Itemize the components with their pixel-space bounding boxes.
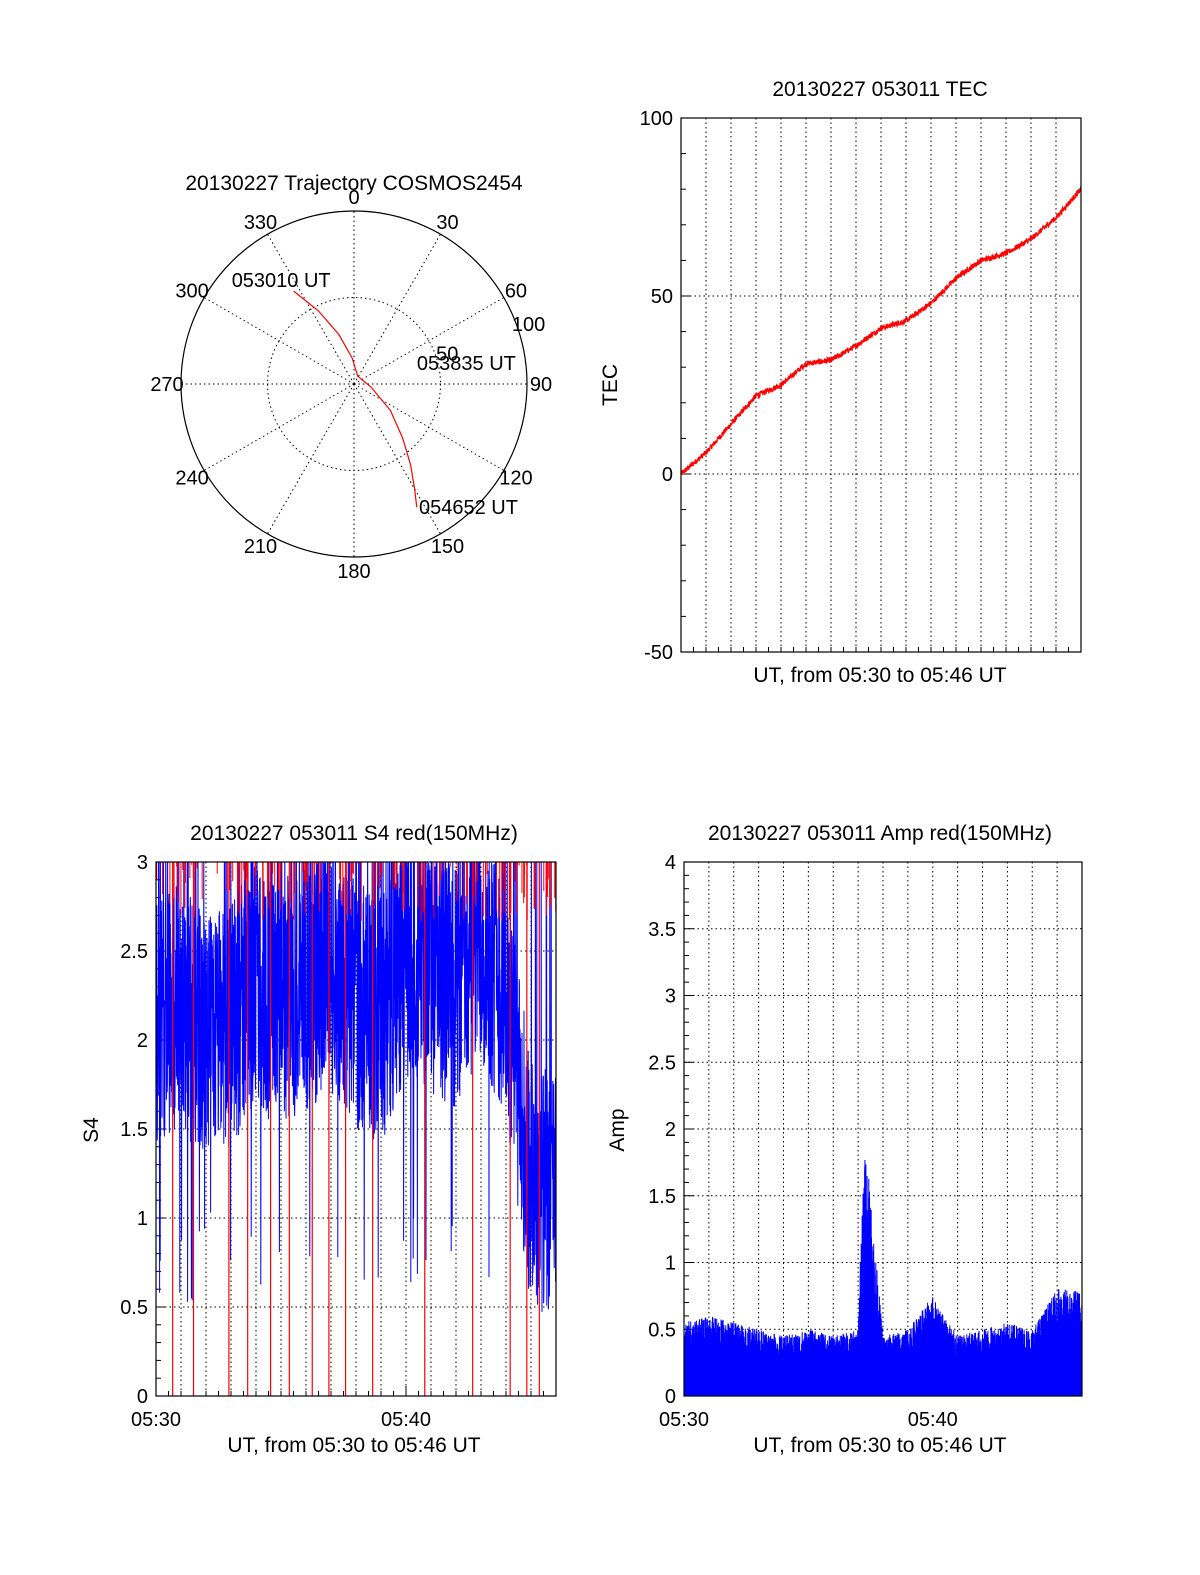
trajectory-time-label: 054652 UT [419, 497, 518, 519]
polar-spoke [267, 383, 355, 535]
polar-spoke [267, 233, 355, 385]
y-tick-label: 0 [665, 1386, 676, 1408]
s4-series-line [156, 862, 556, 1312]
s4-plot-frame [155, 861, 557, 1397]
polar-radial-label: 50 [436, 343, 458, 365]
x-tick-label: 05:40 [381, 1409, 431, 1431]
x-tick-label: 05:30 [131, 1409, 181, 1431]
s4-ylabel: S4 [80, 1117, 103, 1143]
polar-angle-label: 0 [348, 187, 359, 209]
s4-panel: 20130227 053011 S4 red(150MHz) UT, from … [80, 822, 557, 1457]
y-tick-label: 1.5 [648, 1186, 676, 1208]
tec-ylabel: TEC [599, 364, 622, 406]
y-tick-label: 2 [665, 1119, 676, 1141]
y-tick-label: 2.5 [120, 941, 148, 963]
polar-radial-label: 100 [512, 314, 545, 336]
y-tick-label: 1 [665, 1253, 676, 1275]
amp-ylabel: Amp [606, 1108, 629, 1151]
trajectory-time-label: 053835 UT [417, 353, 516, 375]
y-tick-label: 0.5 [648, 1319, 676, 1341]
amp-plot-frame [683, 861, 1083, 1397]
amp-series-line [684, 1159, 1082, 1396]
x-tick-label: 05:40 [908, 1409, 958, 1431]
tec-xlabel: UT, from 05:30 to 05:46 UT [753, 664, 1006, 687]
y-tick-label: 1.5 [120, 1119, 148, 1141]
polar-angle-label: 90 [530, 374, 552, 396]
y-tick-label: -50 [644, 642, 673, 664]
polar-angle-label: 180 [337, 561, 370, 583]
polar-angle-label: 60 [505, 281, 527, 303]
polar-angle-label: 30 [436, 212, 458, 234]
tec-series-line [681, 186, 1081, 475]
polar-spoke [353, 383, 505, 471]
x-tick-label: 05:30 [659, 1409, 709, 1431]
trajectory-panel: 20130227 Trajectory COSMOS2454 0 30 60 90 12… [150, 172, 552, 583]
polar-angle-label: 300 [175, 281, 208, 303]
y-tick-label: 2 [137, 1030, 148, 1052]
polar-outer-ring [180, 210, 528, 558]
y-tick-label: 100 [640, 108, 673, 130]
y-tick-label: 50 [651, 286, 673, 308]
polar-angle-label: 240 [175, 468, 208, 490]
s4-xlabel: UT, from 05:30 to 05:46 UT [227, 1434, 480, 1457]
polar-angle-label: 210 [244, 536, 277, 558]
s4-title: 20130227 053011 S4 red(150MHz) [190, 822, 518, 845]
polar-angle-label: 150 [431, 536, 464, 558]
tec-panel: 20130227 053011 TEC UT, from 05:30 to 05… [599, 78, 1082, 687]
polar-spoke [353, 383, 441, 535]
trajectory-time-label: 053010 UT [232, 270, 331, 292]
y-tick-label: 3 [665, 986, 676, 1008]
amp-panel: 20130227 053011 Amp red(150MHz) UT, from… [606, 822, 1083, 1457]
amp-title: 20130227 053011 Amp red(150MHz) [708, 822, 1052, 845]
tec-plot-frame [680, 117, 1082, 653]
polar-angle-label: 120 [499, 468, 532, 490]
y-tick-label: 1 [137, 1208, 148, 1230]
y-tick-label: 3 [137, 852, 148, 874]
y-tick-label: 0 [137, 1386, 148, 1408]
polar-spoke [203, 383, 355, 471]
polar-angle-label: 270 [150, 374, 183, 396]
y-tick-label: 3.5 [648, 919, 676, 941]
amp-xlabel: UT, from 05:30 to 05:46 UT [753, 1434, 1006, 1457]
polar-spoke [353, 233, 441, 385]
trajectory-title: 20130227 Trajectory COSMOS2454 [185, 172, 523, 195]
y-tick-label: 0.5 [120, 1297, 148, 1319]
trajectory-line [293, 290, 418, 508]
y-tick-label: 4 [665, 852, 676, 874]
tec-title: 20130227 053011 TEC [772, 78, 987, 101]
polar-spoke [353, 297, 505, 385]
polar-angle-label: 330 [244, 212, 277, 234]
y-tick-label: 2.5 [648, 1052, 676, 1074]
polar-spoke [203, 297, 355, 385]
y-tick-label: 0 [662, 464, 673, 486]
